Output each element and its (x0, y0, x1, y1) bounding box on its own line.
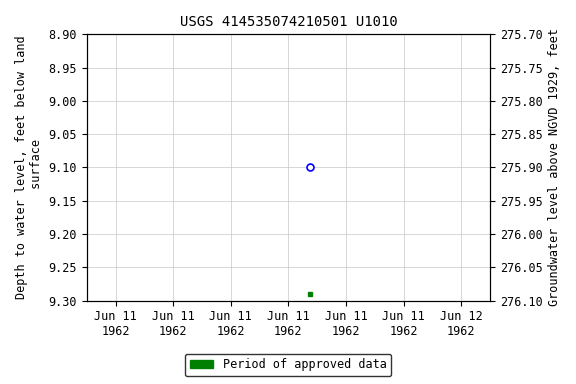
Title: USGS 414535074210501 U1010: USGS 414535074210501 U1010 (180, 15, 397, 29)
Legend: Period of approved data: Period of approved data (185, 354, 391, 376)
Y-axis label: Groundwater level above NGVD 1929, feet: Groundwater level above NGVD 1929, feet (548, 28, 561, 306)
Y-axis label: Depth to water level, feet below land
 surface: Depth to water level, feet below land su… (15, 36, 43, 299)
